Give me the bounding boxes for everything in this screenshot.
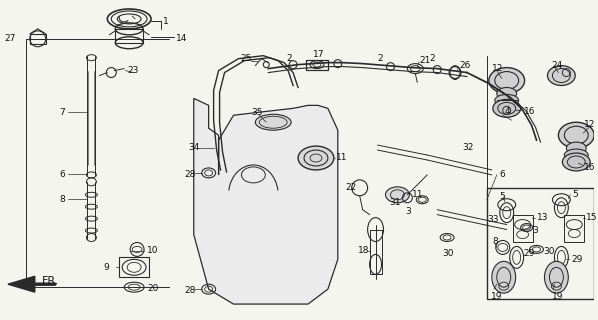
Text: 24: 24 bbox=[551, 61, 563, 70]
Text: 19: 19 bbox=[491, 292, 502, 301]
Text: 2: 2 bbox=[377, 54, 383, 63]
Bar bbox=[370, 229, 382, 274]
Bar bbox=[487, 188, 594, 299]
Text: 18: 18 bbox=[358, 246, 369, 255]
Text: 23: 23 bbox=[127, 66, 139, 75]
Ellipse shape bbox=[497, 87, 517, 100]
Text: 32: 32 bbox=[462, 143, 474, 152]
Text: 26: 26 bbox=[459, 61, 471, 70]
Text: 29: 29 bbox=[571, 255, 582, 264]
Polygon shape bbox=[8, 276, 35, 292]
Text: 30: 30 bbox=[442, 249, 454, 259]
Text: 21: 21 bbox=[419, 56, 431, 65]
Text: 19: 19 bbox=[553, 292, 564, 301]
Text: 22: 22 bbox=[346, 183, 357, 192]
Text: 28: 28 bbox=[185, 286, 196, 295]
Text: 7: 7 bbox=[60, 108, 65, 117]
Text: 3: 3 bbox=[405, 207, 411, 216]
Bar bbox=[512, 215, 533, 243]
Ellipse shape bbox=[547, 66, 575, 85]
Text: 28: 28 bbox=[185, 170, 196, 179]
Text: 33: 33 bbox=[487, 215, 498, 224]
Text: 5: 5 bbox=[572, 190, 578, 199]
Ellipse shape bbox=[495, 94, 518, 106]
Ellipse shape bbox=[566, 142, 586, 154]
Text: 1: 1 bbox=[163, 17, 169, 26]
Ellipse shape bbox=[298, 146, 334, 170]
Ellipse shape bbox=[489, 68, 524, 93]
Text: 15: 15 bbox=[586, 213, 598, 222]
Text: 29: 29 bbox=[524, 249, 535, 259]
Ellipse shape bbox=[562, 153, 590, 171]
Bar bbox=[115, 29, 143, 43]
Text: FR.: FR. bbox=[42, 276, 59, 286]
Ellipse shape bbox=[386, 187, 410, 203]
Bar bbox=[306, 60, 328, 69]
Text: 12: 12 bbox=[584, 120, 596, 129]
Text: 27: 27 bbox=[4, 34, 16, 43]
Text: 3: 3 bbox=[533, 226, 538, 235]
Text: 6: 6 bbox=[500, 170, 505, 179]
Text: 5: 5 bbox=[500, 192, 505, 201]
Text: 2: 2 bbox=[286, 54, 292, 63]
Bar bbox=[30, 34, 45, 44]
Text: 25: 25 bbox=[240, 54, 252, 63]
Ellipse shape bbox=[492, 261, 515, 293]
Ellipse shape bbox=[493, 100, 521, 117]
Text: 4: 4 bbox=[505, 107, 510, 116]
Bar bbox=[119, 257, 149, 277]
Polygon shape bbox=[194, 98, 338, 304]
Text: 9: 9 bbox=[103, 263, 109, 272]
Text: 16: 16 bbox=[584, 163, 596, 172]
Text: 35: 35 bbox=[251, 108, 263, 117]
Text: 8: 8 bbox=[60, 195, 65, 204]
Text: 20: 20 bbox=[147, 284, 158, 293]
Text: 13: 13 bbox=[536, 213, 548, 222]
Text: 12: 12 bbox=[492, 64, 503, 73]
Text: 16: 16 bbox=[524, 107, 535, 116]
Text: 30: 30 bbox=[544, 247, 555, 256]
Ellipse shape bbox=[565, 149, 588, 161]
Text: 31: 31 bbox=[389, 198, 401, 207]
Text: 11: 11 bbox=[336, 153, 347, 162]
Text: 10: 10 bbox=[147, 246, 158, 255]
Text: 14: 14 bbox=[176, 34, 187, 43]
Bar bbox=[565, 215, 584, 243]
Text: 17: 17 bbox=[313, 50, 325, 59]
Ellipse shape bbox=[255, 114, 291, 130]
Ellipse shape bbox=[544, 261, 568, 293]
Text: 34: 34 bbox=[189, 143, 200, 152]
Ellipse shape bbox=[559, 122, 594, 148]
Text: 8: 8 bbox=[493, 237, 499, 246]
Text: 6: 6 bbox=[60, 170, 65, 179]
Text: 11: 11 bbox=[413, 190, 424, 199]
Text: 2: 2 bbox=[429, 54, 435, 63]
